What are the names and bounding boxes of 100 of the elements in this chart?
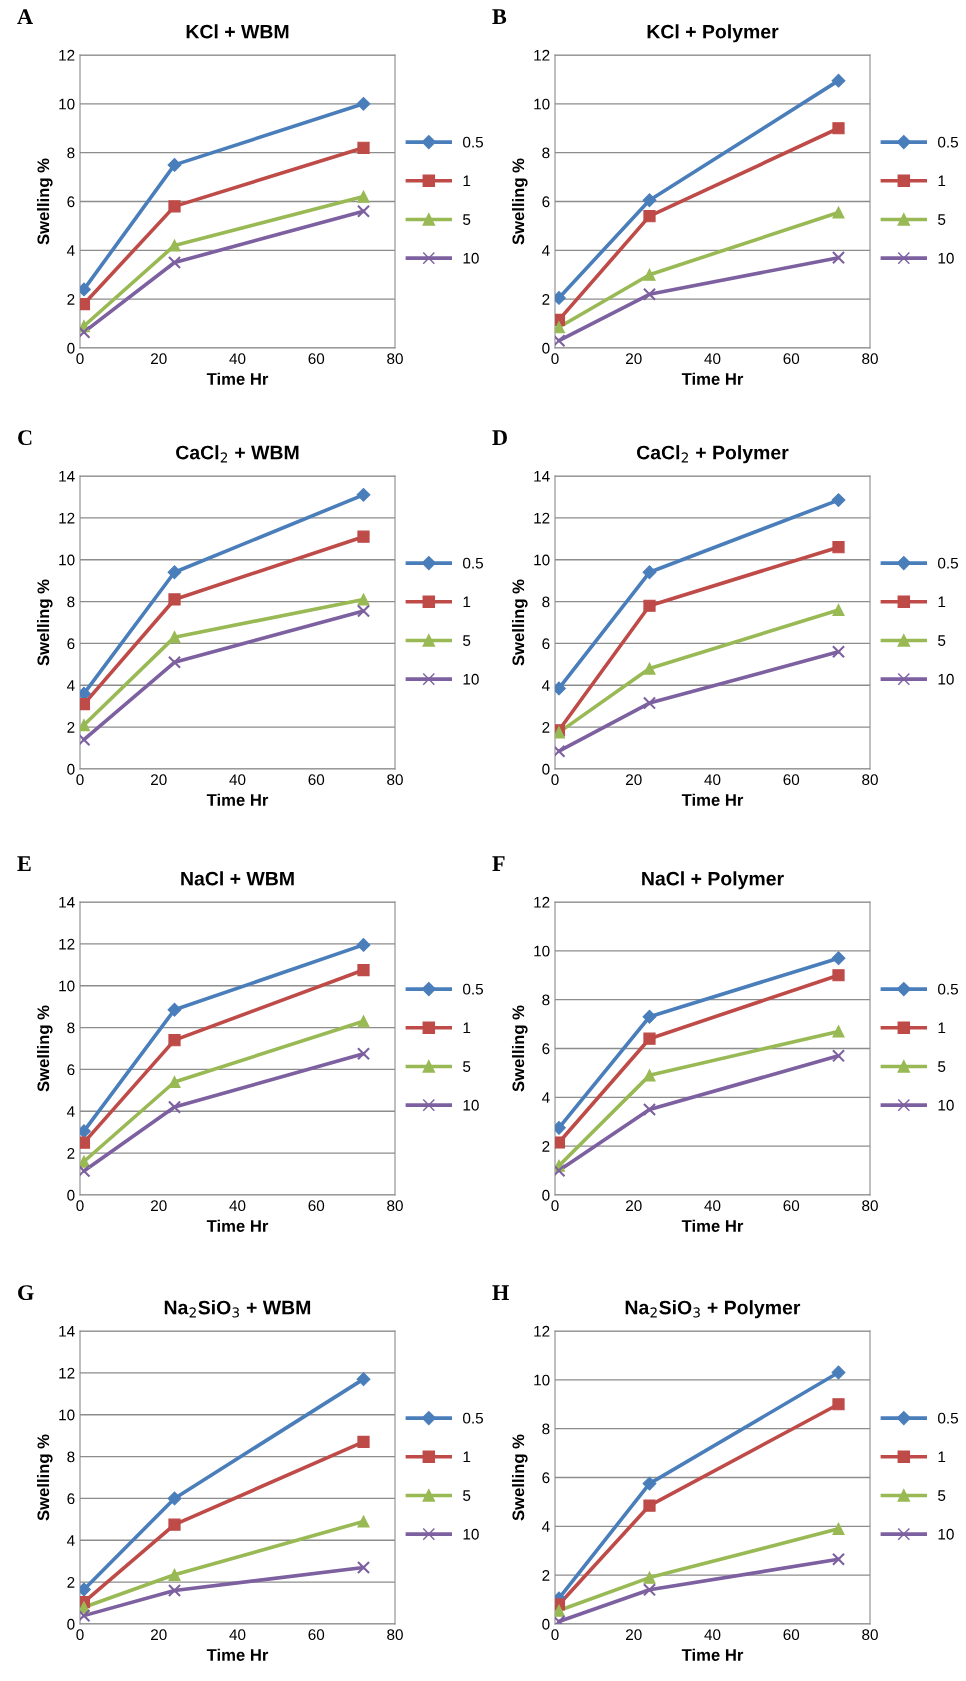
point bbox=[643, 268, 656, 281]
point bbox=[642, 696, 657, 710]
y-tick-label: 6 bbox=[542, 638, 550, 650]
y-tick-label: 10 bbox=[534, 1374, 550, 1386]
point bbox=[831, 493, 846, 508]
x-tick-label: 60 bbox=[308, 774, 325, 786]
legend-label: 0.5 bbox=[463, 983, 484, 995]
point bbox=[831, 1049, 846, 1063]
y-tick-label: 0 bbox=[542, 1618, 550, 1630]
point bbox=[642, 1476, 657, 1491]
x-tick-label: 40 bbox=[704, 1629, 721, 1641]
x-tick-label: 20 bbox=[626, 1200, 642, 1212]
y-tick-label: 2 bbox=[542, 1570, 550, 1581]
y-axis-title: Swelling % bbox=[511, 1434, 528, 1521]
legend-label: 1 bbox=[463, 1451, 471, 1463]
point bbox=[643, 599, 656, 612]
point bbox=[357, 1515, 370, 1528]
x-tick-label: 0 bbox=[76, 1629, 84, 1641]
point bbox=[167, 255, 182, 270]
y-tick-label: 4 bbox=[66, 1535, 75, 1546]
x-tick-label: 40 bbox=[229, 1200, 246, 1212]
y-tick-label: 2 bbox=[67, 1577, 75, 1588]
y-tick-label: 10 bbox=[59, 98, 75, 110]
y-tick-label: 10 bbox=[534, 98, 550, 110]
x-tick-label: 40 bbox=[229, 1629, 246, 1641]
x-tick-label: 40 bbox=[704, 1200, 721, 1212]
point bbox=[555, 321, 566, 334]
point bbox=[168, 631, 181, 644]
x-tick-label: 20 bbox=[151, 774, 167, 786]
x-axis-title: Time Hr bbox=[681, 793, 744, 806]
legend-label: 10 bbox=[938, 673, 954, 685]
legend-label: 1 bbox=[938, 1022, 946, 1034]
legend-label: 5 bbox=[463, 1490, 471, 1501]
point bbox=[643, 1032, 656, 1045]
point bbox=[356, 1560, 371, 1575]
point bbox=[832, 1398, 845, 1411]
y-tick-label: 6 bbox=[542, 1472, 550, 1484]
y-tick-label: 14 bbox=[59, 897, 75, 908]
y-tick-label: 4 bbox=[541, 245, 550, 256]
legend-label: 5 bbox=[463, 214, 471, 225]
chart-title: NaCl + WBM bbox=[181, 871, 294, 886]
y-tick-label: 4 bbox=[66, 680, 75, 691]
point bbox=[643, 210, 656, 223]
legend-label: 1 bbox=[463, 1022, 471, 1034]
y-tick-label: 14 bbox=[534, 471, 550, 482]
x-tick-label: 80 bbox=[862, 774, 878, 786]
point bbox=[357, 1015, 370, 1028]
point bbox=[643, 662, 656, 675]
y-tick-label: 12 bbox=[534, 49, 550, 61]
y-axis-title: Swelling % bbox=[36, 158, 53, 245]
y-tick-label: 10 bbox=[59, 1409, 75, 1421]
chart-title: KCl + Polymer bbox=[647, 24, 779, 43]
x-tick-label: 60 bbox=[308, 1629, 325, 1641]
legend-label: 5 bbox=[938, 214, 946, 225]
point bbox=[167, 1583, 182, 1598]
x-tick-label: 0 bbox=[551, 1200, 559, 1212]
legend-label: 5 bbox=[938, 635, 946, 646]
point bbox=[167, 157, 182, 172]
x-tick-label: 0 bbox=[551, 1629, 559, 1641]
text: F bbox=[492, 856, 505, 871]
legend-label: 10 bbox=[938, 1528, 954, 1540]
y-tick-label: 12 bbox=[534, 512, 550, 524]
chart-title: KCl + WBM bbox=[186, 24, 289, 39]
point bbox=[832, 1522, 845, 1535]
y-tick-label: 6 bbox=[67, 1064, 75, 1076]
y-axis-title: Swelling % bbox=[36, 1434, 53, 1521]
point bbox=[642, 1102, 657, 1117]
y-tick-label: 0 bbox=[542, 1189, 550, 1201]
point bbox=[168, 1034, 181, 1047]
legend-label: 5 bbox=[463, 1061, 471, 1072]
y-axis-title: Swelling % bbox=[511, 1005, 528, 1092]
x-axis-title: Time Hr bbox=[206, 1219, 269, 1232]
y-tick-label: 2 bbox=[542, 722, 550, 733]
y-tick-label: 2 bbox=[67, 722, 75, 733]
legend-label: 0.5 bbox=[938, 136, 959, 148]
legend-label: 0.5 bbox=[938, 1412, 959, 1424]
x-axis-title: Time Hr bbox=[206, 793, 269, 806]
point bbox=[642, 1009, 657, 1024]
y-tick-label: 0 bbox=[542, 342, 550, 354]
y-tick-label: 0 bbox=[542, 763, 550, 775]
x-tick-label: 80 bbox=[862, 1629, 878, 1641]
y-tick-label: 10 bbox=[59, 554, 75, 566]
y-tick-label: 8 bbox=[67, 1022, 75, 1034]
point bbox=[555, 1136, 566, 1149]
x-tick-label: 80 bbox=[387, 353, 403, 365]
point bbox=[832, 541, 845, 554]
x-tick-label: 60 bbox=[783, 1629, 800, 1641]
point bbox=[357, 1435, 370, 1449]
point bbox=[80, 698, 91, 711]
legend-label: 1 bbox=[938, 175, 946, 187]
y-tick-label: 12 bbox=[59, 512, 75, 524]
x-tick-label: 0 bbox=[551, 774, 559, 786]
point bbox=[357, 190, 370, 203]
x-tick-label: 40 bbox=[229, 774, 246, 786]
y-tick-label: 8 bbox=[542, 596, 550, 608]
x-tick-label: 20 bbox=[151, 1200, 167, 1212]
point bbox=[642, 1583, 657, 1597]
point bbox=[831, 73, 846, 88]
x-tick-label: 80 bbox=[387, 1629, 403, 1641]
legend-label: 10 bbox=[463, 252, 479, 264]
